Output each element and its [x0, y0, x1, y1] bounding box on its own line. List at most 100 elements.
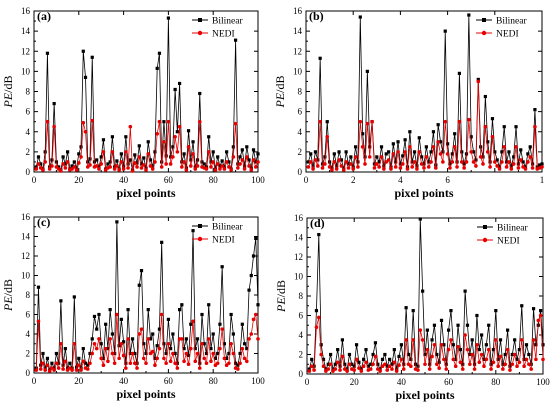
data-point — [412, 150, 417, 154]
data-point — [253, 312, 258, 317]
data-point — [137, 155, 142, 159]
data-point — [139, 269, 144, 273]
chart-panel-4: 0 2 4 6 8 10 12 14 16 0 20 40 60 80 100 pixel points PE/… — [274, 213, 550, 402]
data-point — [186, 353, 191, 358]
data-point — [77, 363, 81, 368]
data-point — [321, 357, 326, 361]
x-tick-label: 60 — [164, 175, 174, 185]
data-point — [408, 130, 412, 134]
data-point — [319, 352, 323, 357]
data-point — [63, 347, 67, 351]
data-point — [234, 361, 238, 365]
data-point — [65, 160, 70, 164]
data-point — [124, 150, 128, 154]
data-point — [157, 51, 162, 55]
data-point — [204, 351, 209, 356]
data-point — [450, 152, 454, 156]
data-point — [182, 152, 186, 156]
data-point — [216, 351, 220, 356]
data-point — [375, 155, 379, 159]
data-point — [184, 168, 189, 172]
data-point — [166, 317, 170, 321]
data-point — [95, 327, 99, 331]
data-point — [365, 69, 369, 73]
data-point — [150, 167, 155, 171]
x-tick-label: 20 — [74, 376, 84, 386]
data-point — [88, 361, 92, 366]
y-tick-label: 4 — [26, 329, 31, 339]
data-point — [472, 362, 477, 366]
data-point — [155, 344, 159, 348]
data-point — [425, 328, 429, 332]
data-point — [139, 327, 144, 331]
data-point — [455, 165, 459, 169]
data-point — [341, 168, 346, 172]
data-point — [462, 166, 466, 170]
data-point — [41, 361, 45, 366]
data-point — [106, 359, 110, 364]
data-point — [337, 158, 341, 162]
data-point — [218, 322, 222, 326]
data-point — [347, 362, 352, 367]
data-point — [336, 348, 340, 352]
data-point — [157, 346, 162, 351]
data-point — [164, 162, 168, 166]
data-point — [481, 155, 485, 159]
data-point — [155, 356, 159, 361]
data-point — [189, 164, 193, 168]
data-point — [510, 352, 514, 357]
data-point — [184, 351, 189, 356]
y-tick-label: 10 — [294, 272, 304, 282]
data-point — [227, 165, 231, 169]
y-axis-label-symbol: PE — [1, 92, 15, 108]
data-point — [45, 51, 50, 55]
data-point — [388, 357, 392, 361]
data-point — [222, 165, 226, 169]
data-point — [253, 165, 258, 169]
data-point — [74, 168, 79, 172]
data-point — [121, 353, 126, 358]
data-point — [491, 348, 496, 352]
data-point — [63, 162, 67, 166]
data-point — [47, 369, 52, 373]
data-point — [476, 77, 480, 82]
data-point — [229, 168, 233, 172]
data-point — [240, 346, 245, 351]
data-point — [391, 142, 395, 146]
data-point — [354, 357, 359, 362]
data-point — [317, 315, 321, 320]
data-point — [453, 132, 457, 136]
data-point — [403, 150, 407, 154]
x-tick-label: 100 — [251, 175, 265, 185]
data-point — [467, 117, 471, 122]
data-point — [325, 134, 330, 139]
data-point — [249, 166, 253, 170]
data-point — [385, 368, 390, 372]
x-axis-label: pixel points — [395, 388, 454, 402]
data-point — [339, 164, 344, 168]
data-point — [319, 343, 323, 347]
data-point — [222, 356, 227, 361]
y-tick-label: 14 — [21, 232, 31, 242]
data-point — [332, 152, 336, 156]
data-point — [92, 314, 97, 319]
data-point — [396, 150, 400, 154]
data-point — [325, 120, 329, 124]
data-point — [534, 343, 538, 347]
data-point — [222, 342, 226, 346]
data-point — [363, 155, 367, 159]
data-point — [495, 158, 499, 162]
data-point — [357, 366, 361, 370]
data-point — [220, 159, 224, 163]
data-point — [148, 158, 153, 162]
data-point — [211, 160, 215, 164]
data-point — [487, 323, 491, 327]
data-point — [54, 351, 58, 356]
data-point — [99, 155, 103, 159]
legend: Bilinear NEDI — [476, 17, 527, 40]
data-point — [531, 338, 536, 342]
chart-panel-3: 0 2 4 6 8 10 12 14 16 0 20 40 60 80 100 pixel points PE/… — [1, 212, 265, 401]
data-point — [308, 160, 313, 164]
data-point — [401, 367, 406, 371]
data-point — [133, 161, 137, 165]
